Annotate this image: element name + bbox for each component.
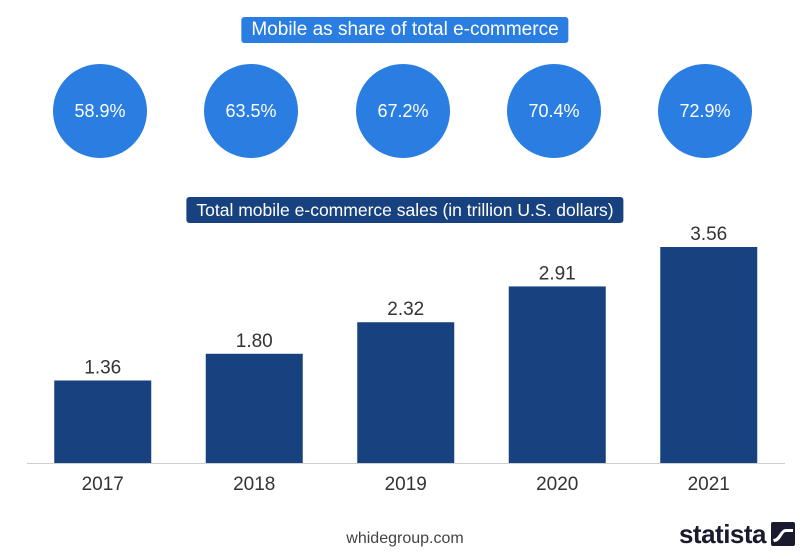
- share-bubble-2017: 58.9%: [53, 64, 147, 158]
- value-label-2021: 3.56: [690, 224, 727, 245]
- bar-2019: [357, 322, 455, 463]
- bar-2021: [660, 247, 758, 463]
- x-tick-label-2021: 2021: [688, 474, 730, 495]
- value-label-2019: 2.32: [387, 299, 424, 320]
- value-label-2020: 2.91: [539, 263, 576, 284]
- share-bubble-2018: 63.5%: [204, 64, 298, 158]
- statista-wave-icon: [771, 522, 795, 546]
- source-text: whidegroup.com: [346, 530, 464, 547]
- logo-text: statista: [678, 519, 767, 549]
- value-label-2018: 1.80: [236, 331, 273, 352]
- share-bubble-2021: 72.9%: [658, 64, 752, 158]
- x-tick-label-2018: 2018: [233, 474, 275, 495]
- share-bubble-2019: 67.2%: [356, 64, 450, 158]
- bar-2017: [54, 380, 152, 463]
- statista-logo: statista: [679, 521, 795, 547]
- x-tick-label-2017: 2017: [82, 474, 124, 495]
- share-bubble-2020: 70.4%: [507, 64, 601, 158]
- x-tick-label-2020: 2020: [536, 474, 578, 495]
- sales-bar-chart: 1.36 2017 1.80 2018 2.32 2019 2.91 2020 3.56 2021: [27, 224, 785, 495]
- x-tick-label-2019: 2019: [385, 474, 427, 495]
- bar-2020: [508, 286, 606, 463]
- bar-2018: [205, 353, 303, 463]
- sales-banner: Total mobile e-commerce sales (in trilli…: [186, 197, 624, 223]
- value-label-2017: 1.36: [84, 357, 121, 378]
- share-banner: Mobile as share of total e-commerce: [241, 17, 569, 43]
